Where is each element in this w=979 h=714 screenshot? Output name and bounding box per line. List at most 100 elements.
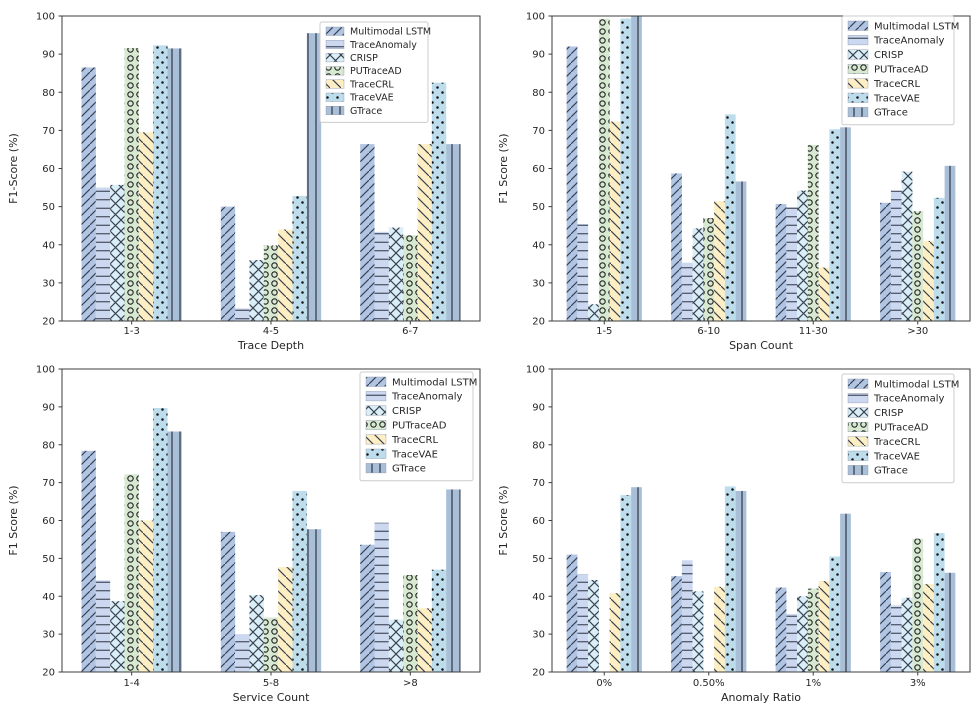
x-tick-label: 1-5 (596, 326, 612, 337)
y-tick-label: 40 (42, 592, 55, 603)
bar-tracevae-1-3 (153, 45, 168, 322)
legend-label-gtrace: GTrace (392, 464, 426, 475)
legend-label-tracecrl: TraceCRL (873, 79, 920, 90)
legend-box (841, 15, 955, 126)
x-tick-label: 5-8 (263, 678, 279, 689)
bar-traceanomaly-11-30 (786, 207, 798, 321)
bar-multimodal-lstm->30 (880, 202, 891, 321)
x-tick-label: 1-4 (123, 678, 139, 689)
x-tick-label: 3% (910, 678, 926, 689)
bar-tracecrl-1% (818, 581, 830, 672)
bar-tracecrl-5-8 (278, 567, 293, 672)
legend-label-multimodal-lstm: Multimodal LSTM (874, 379, 959, 390)
bar-gtrace->30 (944, 165, 956, 321)
bar-tracecrl-11-30 (818, 267, 830, 322)
bar-traceanomaly-6-7 (374, 231, 389, 321)
legend-label-traceanomaly: TraceAnomaly (349, 40, 417, 51)
bar-traceanomaly-1-4 (95, 580, 111, 672)
legend: Multimodal LSTM TraceAnomaly CRISP PUTraceA… (841, 15, 959, 126)
y-tick-label: 80 (42, 440, 55, 451)
legend-label-crisp: CRISP (874, 408, 903, 419)
legend-label-crisp: CRISP (392, 406, 421, 417)
bar-tracecrl->8 (417, 608, 432, 672)
legend-label-multimodal-lstm: Multimodal LSTM (874, 21, 959, 32)
bar-crisp-0.50% (692, 591, 704, 672)
x-tick-label: 4-5 (263, 326, 279, 337)
bar-gtrace-1-4 (167, 431, 182, 672)
legend-label-putracead: PUTraceAD (392, 420, 447, 431)
bar-tracecrl-6-7 (417, 144, 432, 321)
y-tick-label: 90 (42, 50, 55, 61)
legend-label-tracevae: TraceVAE (349, 93, 394, 104)
y-tick-label: 20 (532, 668, 545, 679)
y-tick-label: 40 (532, 592, 545, 603)
x-tick-label: >8 (403, 678, 418, 689)
bar-tracecrl-1-5 (609, 121, 621, 321)
y-tick-label: 70 (42, 126, 55, 137)
bar-traceanomaly-1-5 (577, 224, 589, 321)
bar-tracecrl-6-10 (714, 201, 725, 321)
y-tick-label: 30 (532, 278, 545, 289)
bar-putracead-6-10 (703, 218, 715, 321)
x-tick-label: 11-30 (799, 326, 828, 337)
bar-gtrace-4-5 (306, 33, 322, 321)
bars (81, 33, 461, 322)
bar-putracead-4-5 (263, 245, 279, 321)
y-tick-label: 40 (42, 240, 55, 251)
bar-traceanomaly-0% (577, 574, 589, 672)
y-axis-title: F1 Score (%) (497, 133, 510, 203)
legend-swatch-traceanomaly (325, 40, 345, 49)
bar-gtrace-5-8 (306, 529, 322, 672)
legend-swatch-crisp (325, 53, 345, 63)
bar-tracecrl-4-5 (278, 229, 293, 321)
bar-gtrace-3% (944, 572, 956, 672)
bar-tracecrl-0.50% (714, 586, 725, 672)
bar-tracevae-0.50% (724, 486, 736, 672)
bar-crisp-11-30 (797, 190, 808, 321)
y-tick-label: 60 (42, 164, 55, 175)
bar-multimodal-lstm-1-4 (81, 450, 96, 672)
bar-tracecrl-1-4 (138, 520, 154, 672)
bar-tracevae-6-7 (431, 82, 447, 321)
bar-tracevae-6-10 (724, 114, 736, 321)
bar-gtrace-1-3 (167, 48, 182, 321)
bar-crisp-4-5 (249, 260, 264, 321)
legend-box (319, 21, 429, 123)
y-tick-label: 30 (42, 630, 55, 641)
legend: Multimodal LSTM TraceAnomaly CRISP PUTraceA… (841, 373, 959, 484)
bar-traceanomaly->8 (374, 522, 389, 672)
legend-label-crisp: CRISP (350, 53, 378, 64)
axes: 20 30 40 50 60 70 80 90 100 1-3 4-5 6-7 Trace Depth F… (7, 12, 481, 352)
axes: 20 30 40 50 60 70 80 90 100 1-4 5-8 >8 Service Count… (7, 365, 481, 704)
legend-swatch-multimodal-lstm (847, 20, 869, 31)
legend-label-traceanomaly: TraceAnomaly (873, 36, 944, 47)
bar-crisp-3% (901, 597, 913, 672)
y-tick-label: 100 (36, 12, 55, 23)
legend-swatch-gtrace (365, 463, 387, 474)
legend-label-traceanomaly: TraceAnomaly (873, 394, 944, 405)
y-tick-label: 20 (532, 317, 545, 328)
legend: Multimodal LSTM TraceAnomaly CRISP PUTraceA… (359, 371, 477, 482)
bar-tracevae-11-30 (829, 129, 841, 321)
axes: 20 30 40 50 60 70 80 90 100 1-5 6-10 11-30 >30 Span C… (497, 12, 971, 352)
bar-traceanomaly-4-5 (235, 308, 250, 321)
y-tick-label: 90 (42, 402, 55, 413)
legend-swatch-multimodal-lstm (325, 26, 345, 36)
bar-putracead-1-4 (124, 474, 139, 672)
x-tick-label: 6-10 (697, 326, 720, 337)
bar-multimodal-lstm-5-8 (220, 531, 236, 672)
bar-tracevae-1-4 (153, 408, 168, 672)
x-axis-title: Trace Depth (237, 339, 304, 352)
bar-gtrace-1% (840, 513, 851, 672)
bar-tracecrl-3% (923, 584, 934, 672)
legend-swatch-crisp (847, 407, 869, 418)
legend-label-gtrace: GTrace (874, 108, 908, 119)
legend-label-traceanomaly: TraceAnomaly (391, 392, 462, 403)
bar-gtrace-0% (631, 487, 642, 672)
bar-tracevae-3% (933, 533, 945, 672)
legend-label-multimodal-lstm: Multimodal LSTM (350, 27, 431, 38)
y-axis-title: F1-Score (%) (7, 133, 20, 204)
y-tick-label: 90 (532, 402, 545, 413)
legend-label-tracecrl: TraceCRL (873, 437, 920, 448)
bar-tracecrl-1-3 (138, 132, 154, 321)
